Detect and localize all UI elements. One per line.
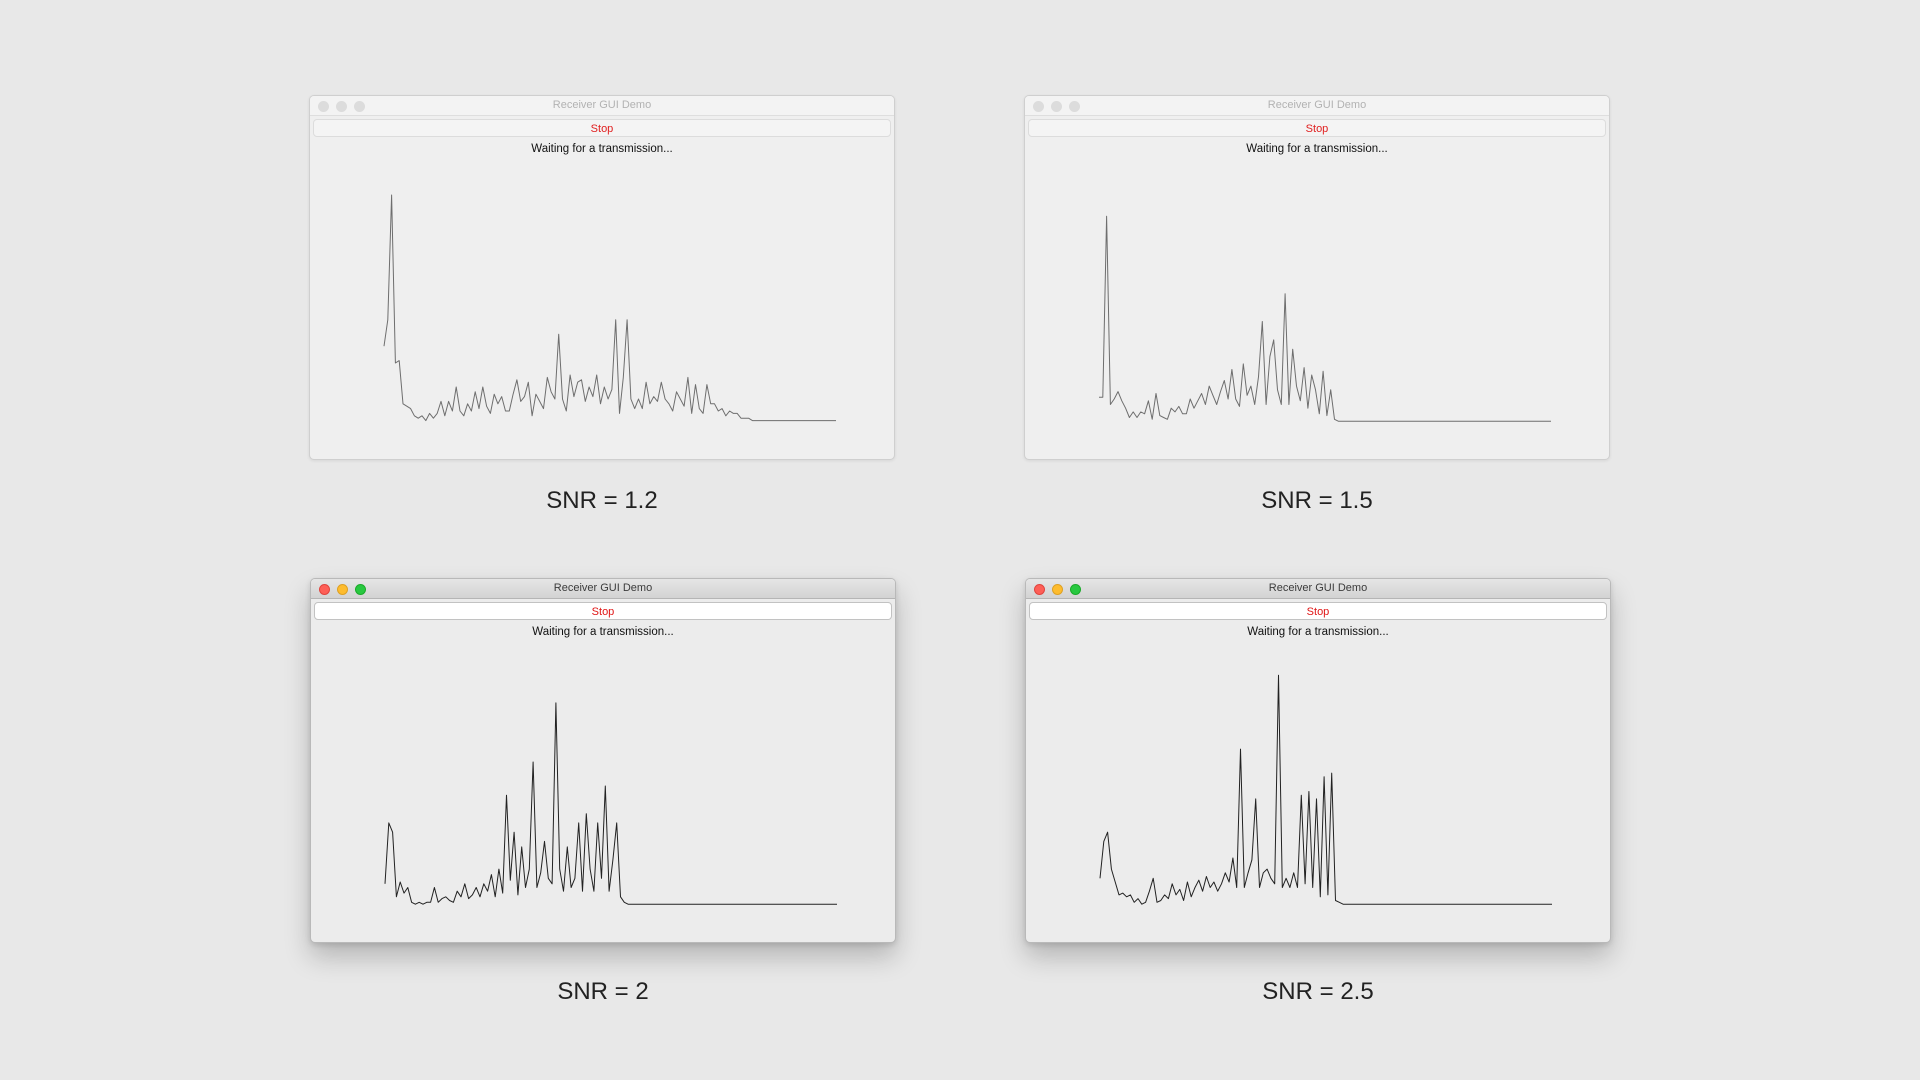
minimize-icon[interactable] <box>1051 101 1062 112</box>
minimize-icon[interactable] <box>336 101 347 112</box>
zoom-icon[interactable] <box>354 101 365 112</box>
receiver-panel-3: Receiver GUI Demo Stop Waiting for a tra… <box>310 578 896 1008</box>
status-text: Waiting for a transmission... <box>1247 626 1389 638</box>
window-title: Receiver GUI Demo <box>553 582 653 594</box>
window-title: Receiver GUI Demo <box>1268 582 1368 594</box>
receiver-panel-2: Receiver GUI Demo Stop Waiting for a tra… <box>1024 95 1610 525</box>
spectrum-line <box>384 702 837 905</box>
close-icon[interactable] <box>319 584 330 595</box>
zoom-icon[interactable] <box>1069 101 1080 112</box>
traffic-lights <box>318 100 372 112</box>
minimize-icon[interactable] <box>1052 584 1063 595</box>
receiver-window: Receiver GUI Demo Stop Waiting for a tra… <box>1025 578 1611 943</box>
snr-caption: SNR = 2 <box>557 978 649 1005</box>
spectrum-plot <box>384 702 837 905</box>
close-icon[interactable] <box>1034 584 1045 595</box>
window-title: Receiver GUI Demo <box>552 99 652 111</box>
traffic-lights <box>1034 583 1088 595</box>
receiver-window: Receiver GUI Demo Stop Waiting for a tra… <box>310 578 896 943</box>
spectrum-plot <box>383 194 836 422</box>
snr-caption: SNR = 1.2 <box>546 487 658 514</box>
receiver-window: Receiver GUI Demo Stop Waiting for a tra… <box>309 95 895 460</box>
window-titlebar[interactable]: Receiver GUI Demo <box>1025 96 1609 116</box>
stop-button[interactable]: Stop <box>1028 119 1606 137</box>
close-icon[interactable] <box>1033 101 1044 112</box>
window-titlebar[interactable]: Receiver GUI Demo <box>310 96 894 116</box>
status-text: Waiting for a transmission... <box>532 626 674 638</box>
stop-button[interactable]: Stop <box>314 602 892 620</box>
spectrum-line <box>1099 674 1552 905</box>
stop-button[interactable]: Stop <box>1029 602 1607 620</box>
traffic-lights <box>1033 100 1087 112</box>
status-text: Waiting for a transmission... <box>531 143 673 155</box>
spectrum-line <box>383 194 836 422</box>
receiver-panel-4: Receiver GUI Demo Stop Waiting for a tra… <box>1025 578 1611 1008</box>
spectrum-plot <box>1099 215 1551 422</box>
snr-caption: SNR = 1.5 <box>1261 487 1373 514</box>
spectrum-plot <box>1099 674 1552 905</box>
window-titlebar[interactable]: Receiver GUI Demo <box>1026 579 1610 599</box>
minimize-icon[interactable] <box>337 584 348 595</box>
snr-caption: SNR = 2.5 <box>1262 978 1374 1005</box>
zoom-icon[interactable] <box>1070 584 1081 595</box>
close-icon[interactable] <box>318 101 329 112</box>
spectrum-line <box>1099 215 1551 422</box>
status-text: Waiting for a transmission... <box>1246 143 1388 155</box>
window-titlebar[interactable]: Receiver GUI Demo <box>311 579 895 599</box>
stop-button[interactable]: Stop <box>313 119 891 137</box>
receiver-window: Receiver GUI Demo Stop Waiting for a tra… <box>1024 95 1610 460</box>
window-title: Receiver GUI Demo <box>1267 99 1367 111</box>
traffic-lights <box>319 583 373 595</box>
receiver-panel-1: Receiver GUI Demo Stop Waiting for a tra… <box>309 95 895 525</box>
zoom-icon[interactable] <box>355 584 366 595</box>
